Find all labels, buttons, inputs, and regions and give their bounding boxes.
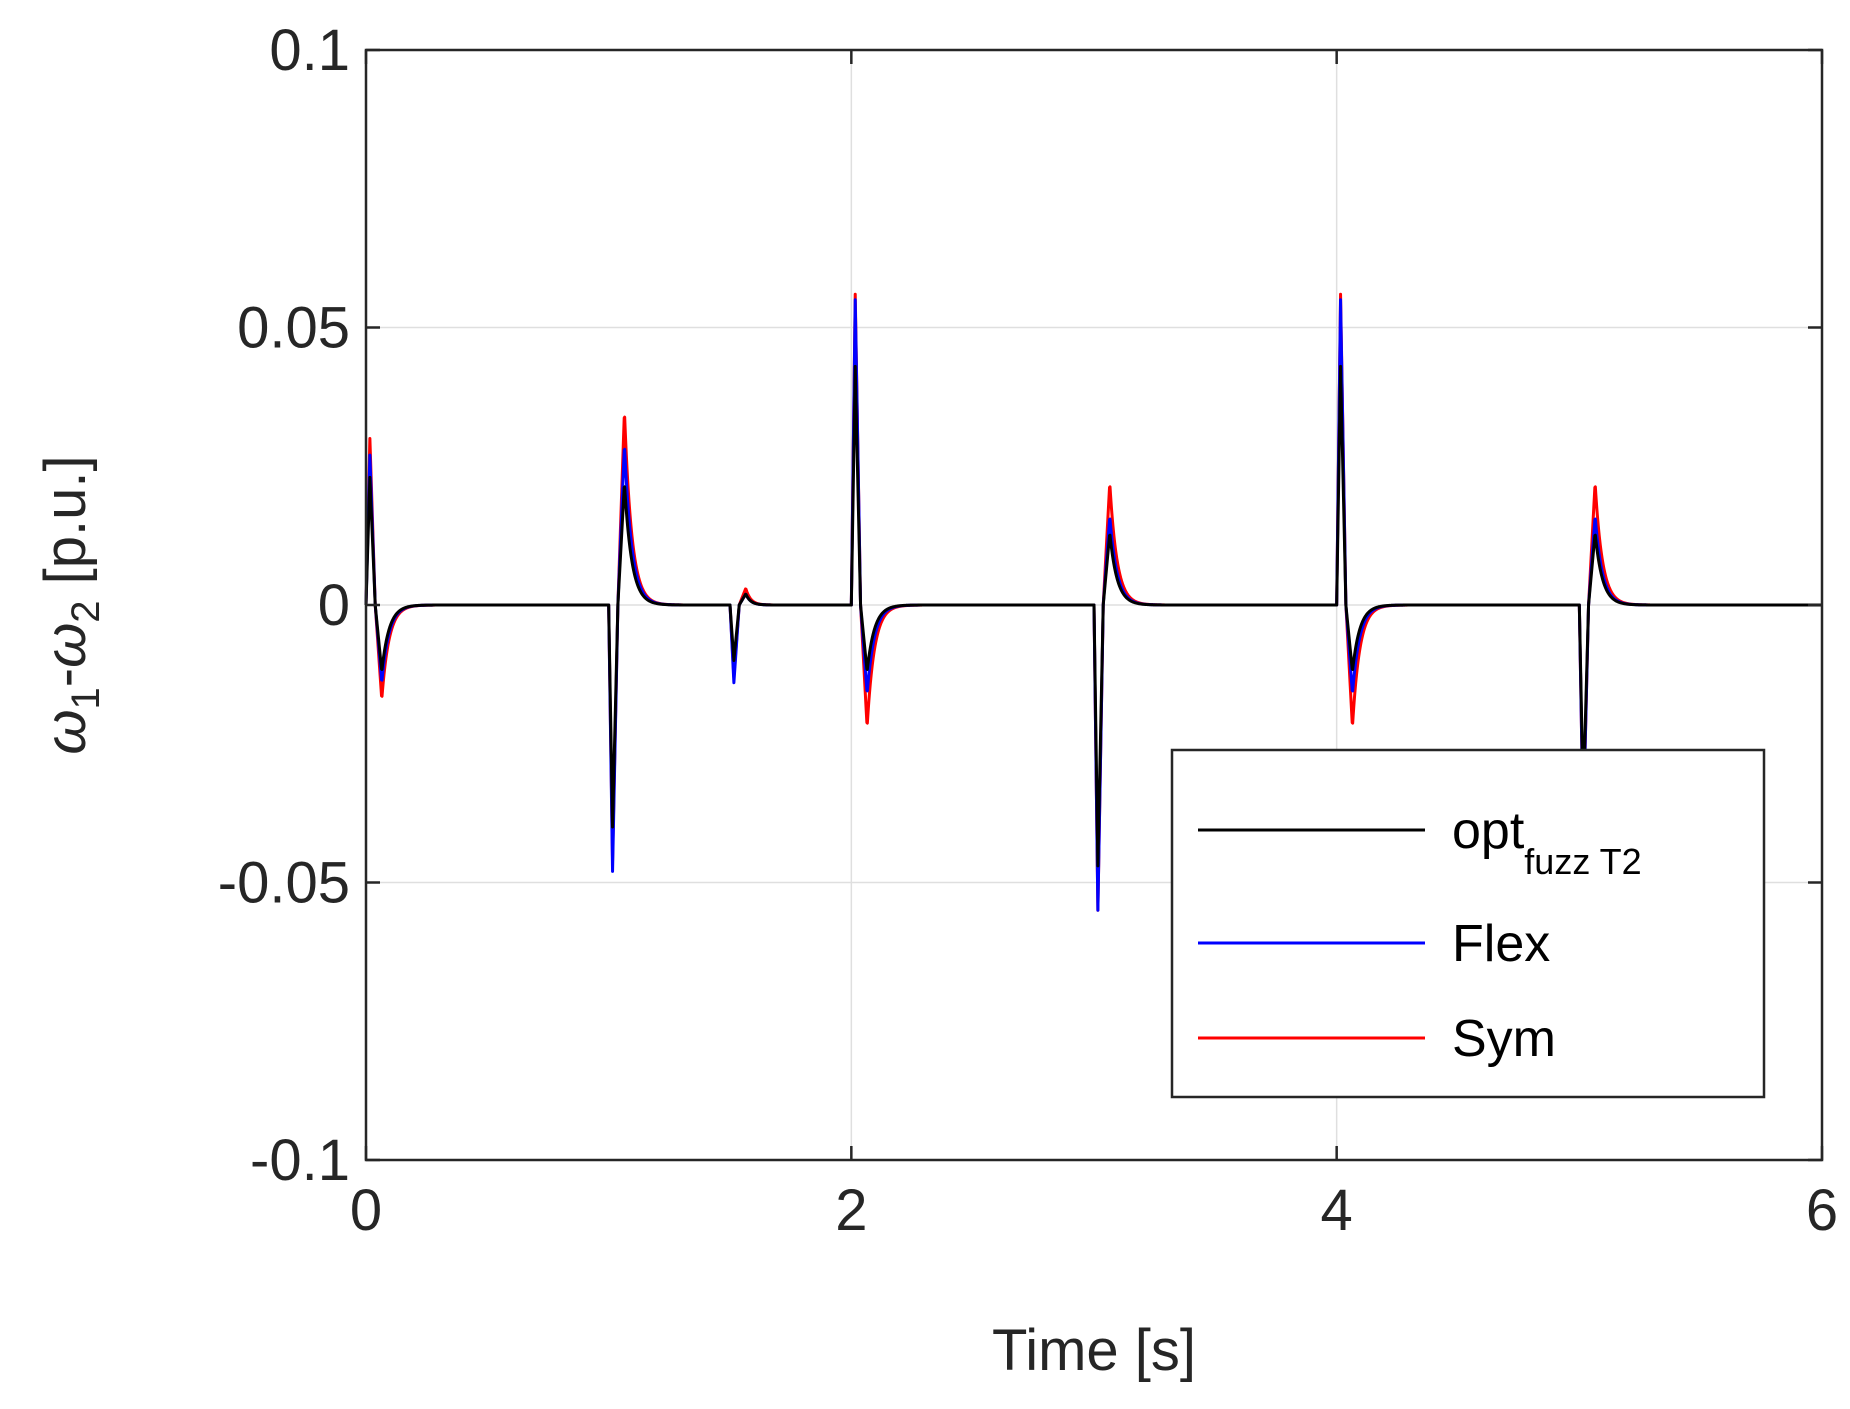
ticks <box>364 48 1824 1162</box>
y-axis-sub-1: 1 <box>64 687 108 709</box>
y-axis-omega-1: ω <box>33 709 98 754</box>
y-tick-label: 0.1 <box>269 18 350 83</box>
tick-labels: 0 2 4 6 -0.1 -0.05 0 0.05 0.1 <box>218 18 1838 1243</box>
y-axis-sub-2: 2 <box>64 600 108 622</box>
x-tick-label: 2 <box>835 1178 867 1243</box>
x-tick-label: 4 <box>1321 1178 1353 1243</box>
series-group <box>364 292 1824 912</box>
y-tick-label: -0.1 <box>250 1128 350 1193</box>
legend-opt-sub: fuzz T2 <box>1524 841 1641 882</box>
legend: optfuzz T2 Flex Sym <box>1170 748 1766 1099</box>
legend-label-sym: Sym <box>1452 1010 1556 1068</box>
y-axis-label: ω1-ω2 [p.u.] <box>33 455 108 754</box>
x-tick-label: 0 <box>350 1178 382 1243</box>
legend-opt-main: opt <box>1452 802 1525 860</box>
legend-label-opt-fuzz: optfuzz T2 <box>1452 802 1642 882</box>
y-axis-unit: [p.u.] <box>33 455 98 600</box>
y-axis-omega-2: ω <box>33 623 98 668</box>
legend-label-flex: Flex <box>1452 915 1550 973</box>
y-tick-label: 0.05 <box>237 296 350 361</box>
y-axis-dash: - <box>33 668 98 687</box>
x-axis-label: Time [s] <box>992 1318 1196 1383</box>
series-line-opt-fuzz-t2 <box>364 364 1824 868</box>
y-tick-label: -0.05 <box>218 851 350 916</box>
y-tick-label: 0 <box>318 573 350 638</box>
x-tick-label: 6 <box>1806 1178 1838 1243</box>
